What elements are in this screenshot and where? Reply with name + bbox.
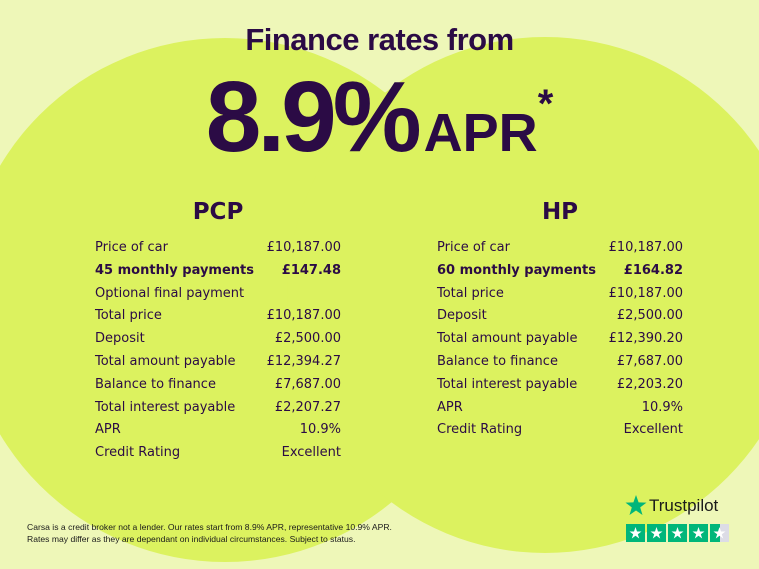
- row-label: Credit Rating: [95, 445, 181, 461]
- table-row: Price of car £10,187.00: [437, 237, 683, 260]
- row-value: £2,500.00: [616, 308, 683, 324]
- table-row: Total price £10,187.00: [437, 283, 683, 306]
- table-row: Balance to finance £7,687.00: [95, 374, 341, 397]
- row-label: Total interest payable: [95, 399, 236, 415]
- row-label: Balance to finance: [95, 376, 216, 392]
- row-label: APR: [95, 422, 121, 438]
- row-value: £10,187.00: [608, 240, 683, 255]
- trustpilot-star: [625, 495, 647, 515]
- row-value: £10,187.00: [608, 285, 683, 301]
- row-value: £7,687.00: [274, 376, 341, 392]
- table-row: Deposit £2,500.00: [437, 305, 683, 328]
- table-row: 60 monthly payments £164.82: [437, 260, 683, 283]
- apr: APR: [423, 103, 538, 163]
- row-value: £10,187.00: [266, 240, 341, 255]
- table-row: Balance to finance £7,687.00: [437, 351, 683, 374]
- row-label: Total interest payable: [437, 376, 578, 392]
- table-row: Total price £10,187.00: [95, 305, 341, 328]
- row-label: Optional final payment: [95, 285, 245, 301]
- rating-boxes: [626, 524, 729, 542]
- plan-table: Price of car £10,187.00 60 monthly payment…: [437, 237, 683, 442]
- disclaimer-line: Rates may differ as they are dependant o…: [27, 534, 356, 544]
- row-value: £10,187.00: [266, 308, 341, 324]
- row-label: Deposit: [95, 331, 145, 347]
- plan-title: HP: [541, 199, 579, 225]
- table-row: APR 10.9%: [95, 419, 341, 442]
- row-value: £164.82: [623, 262, 683, 278]
- trustpilot: Trustpilot: [625, 494, 735, 550]
- table-row: Total interest payable £2,203.20: [437, 374, 683, 397]
- table-row: Optional final payment: [95, 283, 341, 306]
- rate-line: 8.9% APR*: [0, 60, 759, 175]
- row-label: APR: [437, 399, 463, 415]
- row-label: 60 monthly payments: [437, 262, 596, 278]
- table-row: Credit Rating Excellent: [437, 419, 683, 442]
- row-label: Deposit: [437, 308, 487, 324]
- table-row: Total interest payable £2,207.27: [95, 397, 341, 420]
- table-row: 45 monthly payments £147.48: [95, 260, 341, 283]
- right-circle: [287, 37, 759, 553]
- row-label: Total amount payable: [437, 331, 578, 347]
- table-row: Price of car £10,187.00: [95, 237, 341, 260]
- row-value: £12,394.27: [266, 353, 341, 369]
- row-value: £147.48: [281, 262, 341, 278]
- table-row: Total amount payable £12,390.20: [437, 328, 683, 351]
- row-label: Total price: [437, 285, 504, 301]
- row-label: Balance to finance: [437, 353, 558, 369]
- trustpilot-icons: [625, 495, 729, 542]
- title: Finance rates from: [245, 22, 514, 57]
- table-row: Credit Rating Excellent: [95, 442, 341, 465]
- table-row: Total amount payable £12,394.27: [95, 351, 341, 374]
- row-value: £7,687.00: [616, 353, 683, 369]
- row-label: Total price: [95, 308, 162, 324]
- disclaimer: Carsa is a credit broker not a lender. O…: [27, 521, 392, 545]
- plan-title: PCP: [192, 199, 244, 225]
- row-value: 10.9%: [641, 399, 683, 415]
- row-value: £12,390.20: [608, 331, 683, 347]
- table-row: Deposit £2,500.00: [95, 328, 341, 351]
- row-label: 45 monthly payments: [95, 262, 254, 278]
- row-value: Excellent: [623, 422, 683, 438]
- row-value: 10.9%: [299, 422, 341, 438]
- row-value: £2,207.27: [274, 399, 341, 415]
- plan-table: Price of car £10,187.00 45 monthly payment…: [95, 237, 341, 465]
- row-value: Excellent: [281, 445, 341, 461]
- table-row: APR 10.9%: [437, 397, 683, 420]
- row-label: Price of car: [437, 240, 510, 255]
- trustpilot-name: Trustpilot: [649, 496, 719, 515]
- row-value: £2,500.00: [274, 331, 341, 347]
- row-label: Total amount payable: [95, 353, 236, 369]
- asterisk: *: [537, 82, 554, 126]
- row-label: Price of car: [95, 240, 168, 255]
- row-value: £2,203.20: [616, 376, 683, 392]
- rate: 8.9%: [205, 61, 422, 173]
- disclaimer-line: Carsa is a credit broker not a lender. O…: [27, 522, 392, 532]
- row-label: Credit Rating: [437, 422, 523, 438]
